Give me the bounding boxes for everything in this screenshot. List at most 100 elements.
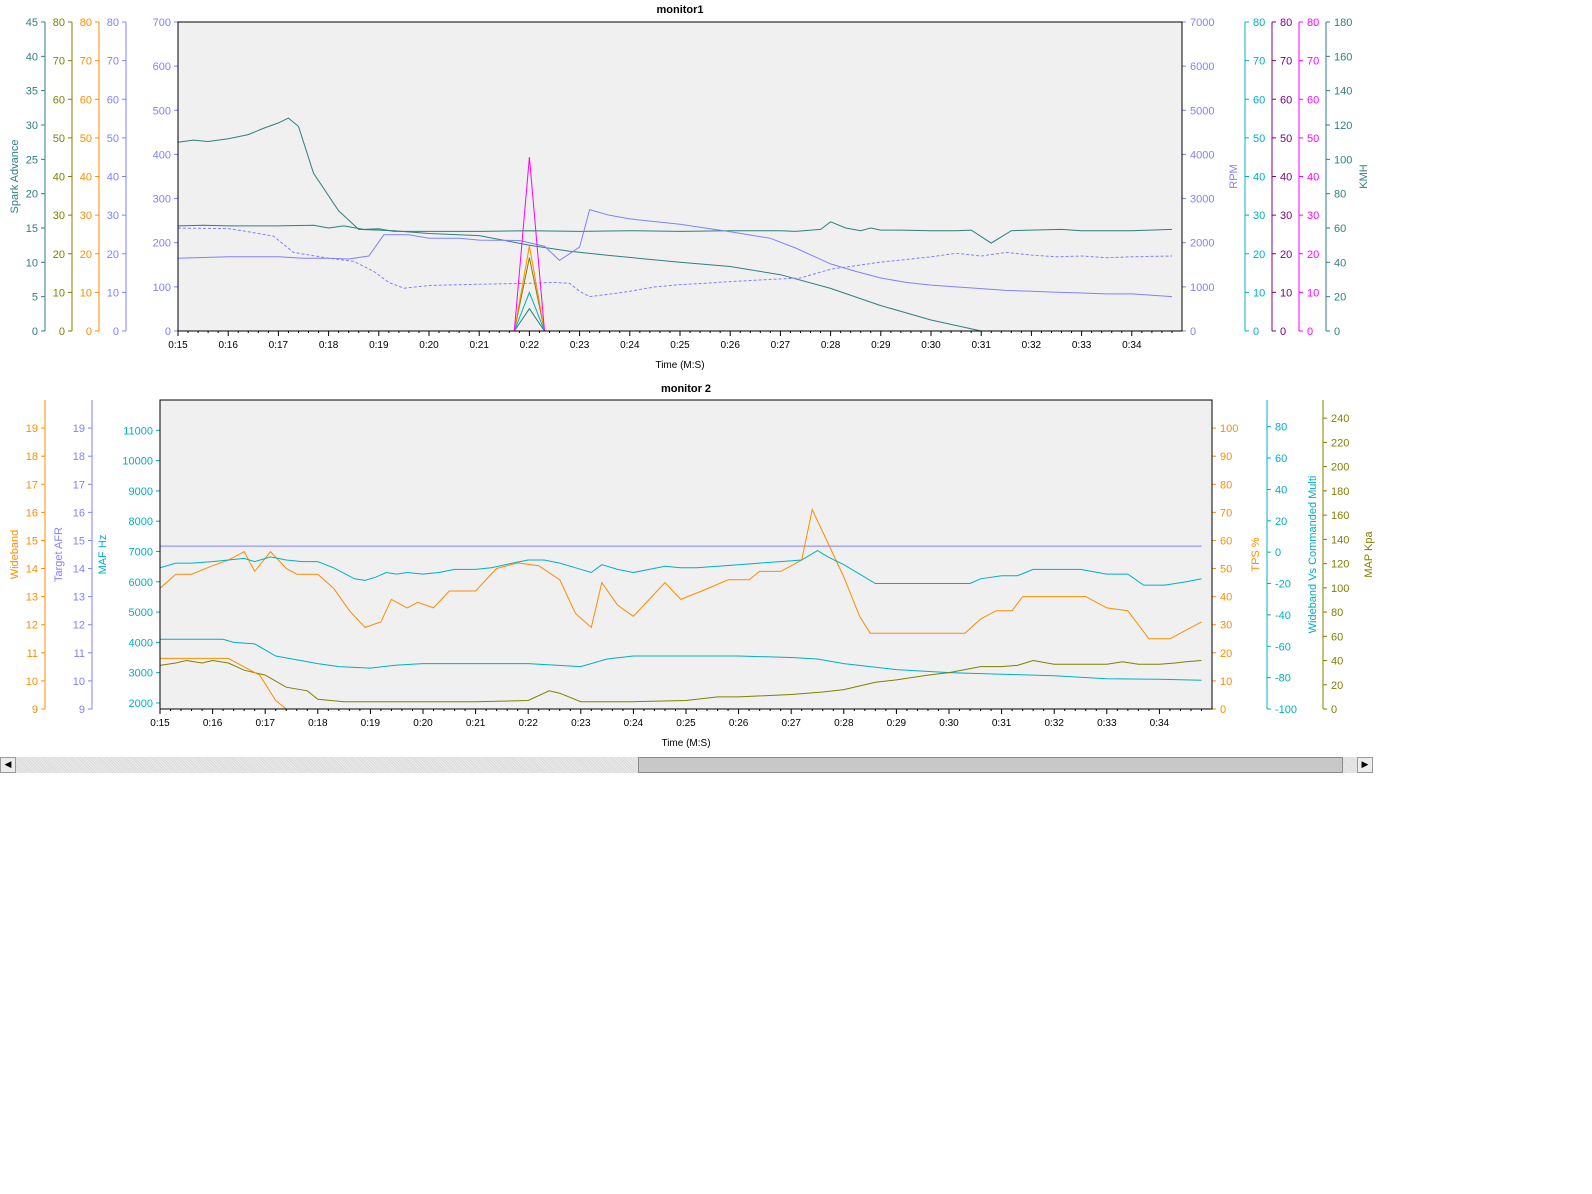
y-tick-label: 17 xyxy=(26,479,38,491)
x-axis-title: Time (M:S) xyxy=(655,360,704,371)
y-tick-label: 10 xyxy=(1253,287,1265,299)
y-axis-rpm: 0 1000 2000 3000 4000 5000 6000 7000 RPM xyxy=(1181,17,1240,338)
x-tick-label: 0:32 xyxy=(1022,340,1042,351)
y-tick-label: 0 xyxy=(1190,326,1196,338)
y-tick-label: 7000 xyxy=(129,546,153,558)
y-axis-scale-6: 0 10 20 30 40 50 60 70 80 xyxy=(1244,17,1265,338)
x-axis-title: Time (M:S) xyxy=(661,738,710,749)
series-line-0 xyxy=(178,117,982,331)
y-tick-label: 13 xyxy=(73,592,85,604)
y-tick-label: 50 xyxy=(1307,133,1319,145)
y-tick-label: 60 xyxy=(107,94,119,106)
x-tick-label: 0:15 xyxy=(150,718,170,729)
y-tick-label: 10 xyxy=(1280,287,1292,299)
y-tick-label: 30 xyxy=(53,210,65,222)
x-axis: 0:15 0:16 0:17 0:18 0:19 0:20 0:21 0:22 0:23 0:24… xyxy=(150,708,1212,749)
y-tick-label: 80 xyxy=(1307,17,1319,29)
x-tick-label: 0:21 xyxy=(466,718,486,729)
chart-monitor2: monitor 2 9 10 11 12 13 14 15 16 17 18 19 Wideband 9 1… xyxy=(9,383,1375,749)
x-tick-label: 0:24 xyxy=(624,718,644,729)
y-tick-label: 0 xyxy=(59,326,65,338)
y-tick-label: 10 xyxy=(26,676,38,688)
series-line-5 xyxy=(160,657,287,709)
y-tick-label: 90 xyxy=(1220,451,1232,463)
x-tick-label: 0:26 xyxy=(720,340,740,351)
y-tick-label: 20 xyxy=(1280,249,1292,261)
y-tick-label: 180 xyxy=(1331,486,1349,498)
horizontal-scrollbar[interactable]: ◀ ▶ xyxy=(0,757,1373,773)
y-axis-scale-2: 0 10 20 30 40 50 60 70 80 xyxy=(80,17,100,338)
plot-frame xyxy=(177,21,1183,332)
y-tick-label: 30 xyxy=(1253,210,1265,222)
y-tick-label: 14 xyxy=(73,564,85,576)
plot-area xyxy=(160,400,1212,709)
scroll-left-arrow-icon[interactable]: ◀ xyxy=(0,757,16,773)
x-tick-label: 0:18 xyxy=(308,718,328,729)
y-tick-label: 19 xyxy=(73,423,85,435)
y-tick-label: 60 xyxy=(1220,535,1232,547)
y-tick-label: 60 xyxy=(80,94,92,106)
y-tick-label: 10 xyxy=(1307,287,1319,299)
y-tick-label: 20 xyxy=(1331,680,1343,692)
y-tick-label: 0 xyxy=(1307,326,1313,338)
series-line-2 xyxy=(178,208,1173,298)
y-tick-label: 60 xyxy=(1307,94,1319,106)
y-axis-scale-8: 0 10 20 30 40 50 60 70 80 xyxy=(1298,17,1319,338)
y-axis-target-afr: 9 10 11 12 13 14 15 16 17 18 19 Target AFR xyxy=(53,400,93,716)
y-tick-label: 9000 xyxy=(129,486,153,498)
y-tick-label: 6000 xyxy=(1190,61,1214,73)
series-line-2 xyxy=(160,550,1202,586)
y-tick-label: 13 xyxy=(26,592,38,604)
y-tick-label: 300 xyxy=(153,194,171,206)
x-tick-label: 0:28 xyxy=(834,718,854,729)
series-line-1 xyxy=(160,508,1202,640)
y-tick-label: 0 xyxy=(1220,704,1226,716)
series-group xyxy=(178,117,1173,331)
series-line-1 xyxy=(178,221,1173,244)
y-tick-label: 20 xyxy=(1220,648,1232,660)
x-tick-label: 0:15 xyxy=(168,340,188,351)
y-tick-label: 5000 xyxy=(1190,105,1214,117)
y-tick-label: 20 xyxy=(53,249,65,261)
y-tick-label: 120 xyxy=(1334,120,1352,132)
x-tick-label: 0:29 xyxy=(871,340,891,351)
y-axis-title: Spark Advance xyxy=(9,140,21,214)
y-tick-label: 10 xyxy=(26,257,38,269)
y-tick-label: 80 xyxy=(107,17,119,29)
y-tick-label: 40 xyxy=(107,172,119,184)
scroll-thumb[interactable] xyxy=(638,757,1343,773)
x-tick-label: 0:31 xyxy=(992,718,1012,729)
y-tick-label: -20 xyxy=(1275,579,1291,591)
x-tick-label: 0:23 xyxy=(570,340,590,351)
y-tick-label: 60 xyxy=(1331,631,1343,643)
x-tick-label: 0:17 xyxy=(269,340,289,351)
y-axis-title: KMH xyxy=(1358,164,1370,189)
y-tick-label: 11000 xyxy=(123,425,153,437)
x-tick-label: 0:34 xyxy=(1122,340,1142,351)
x-tick-label: 0:32 xyxy=(1044,718,1064,729)
chart-title: monitor 2 xyxy=(661,383,711,395)
y-tick-label: 80 xyxy=(1280,17,1292,29)
scroll-right-arrow-icon[interactable]: ▶ xyxy=(1357,757,1373,773)
y-tick-label: 0 xyxy=(86,326,92,338)
y-tick-label: 15 xyxy=(73,535,85,547)
series-line-7 xyxy=(513,245,545,331)
scroll-track[interactable] xyxy=(16,757,1357,773)
y-tick-label: 180 xyxy=(1334,17,1352,29)
series-group xyxy=(160,508,1202,709)
x-tick-label: 0:25 xyxy=(670,340,690,351)
x-tick-label: 0:33 xyxy=(1072,340,1092,351)
y-tick-label: 2000 xyxy=(129,698,153,710)
y-tick-label: 10 xyxy=(107,287,119,299)
x-tick-label: 0:27 xyxy=(781,718,801,729)
y-axis-scale-1: 0 10 20 30 40 50 60 70 80 xyxy=(53,17,73,338)
y-tick-label: 20 xyxy=(1275,516,1287,528)
x-tick-label: 0:33 xyxy=(1097,718,1117,729)
y-tick-label: 80 xyxy=(1331,607,1343,619)
series-line-5 xyxy=(513,291,545,331)
chart-title: monitor1 xyxy=(656,4,703,16)
y-tick-label: 0 xyxy=(1331,704,1337,716)
y-tick-label: 12 xyxy=(73,620,85,632)
y-tick-label: 60 xyxy=(1253,94,1265,106)
